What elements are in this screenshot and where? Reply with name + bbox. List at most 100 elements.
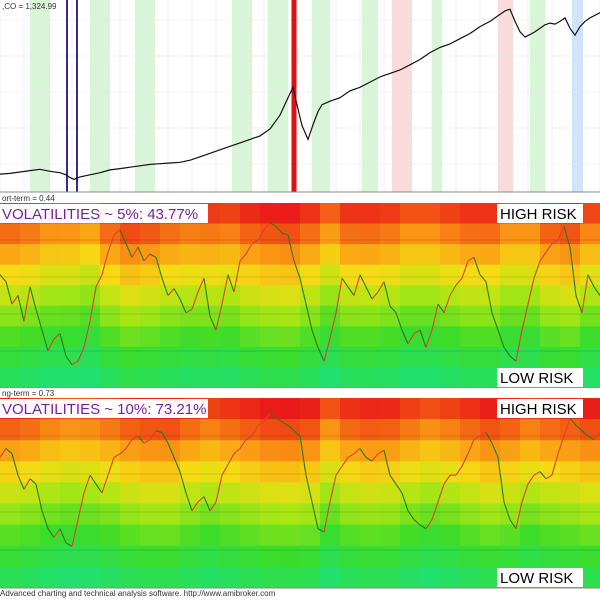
risk-heat-cell bbox=[560, 503, 581, 526]
volatility-line-segment bbox=[515, 501, 523, 529]
risk-heat-cell bbox=[240, 419, 261, 441]
risk-heat-cell bbox=[300, 346, 321, 368]
risk-heat-cell bbox=[580, 326, 600, 348]
risk-heat-cell bbox=[20, 566, 41, 589]
risk-heat-cell bbox=[460, 326, 481, 348]
risk-heat-cell bbox=[420, 203, 441, 225]
volatility-line-segment bbox=[47, 528, 55, 538]
risk-heat-cell bbox=[240, 524, 261, 547]
risk-heat-cell bbox=[400, 398, 421, 420]
risk-heat-cell bbox=[440, 440, 461, 462]
risk-heat-cell bbox=[60, 566, 81, 589]
risk-heat-cell bbox=[260, 326, 281, 348]
volatility-line-segment bbox=[29, 478, 37, 485]
volatility-line-segment bbox=[179, 471, 187, 494]
risk-heat-cell bbox=[280, 482, 301, 505]
risk-heat-cell bbox=[40, 545, 61, 568]
risk-heat-cell bbox=[220, 398, 241, 420]
risk-heat-cell bbox=[220, 244, 241, 266]
risk-heat-cell bbox=[220, 223, 241, 245]
risk-heat-cell bbox=[560, 264, 581, 286]
risk-heat-cell bbox=[580, 346, 600, 368]
risk-heat-cell bbox=[100, 346, 121, 368]
risk-heat-cell bbox=[280, 326, 301, 348]
risk-heat-cell bbox=[260, 223, 281, 245]
risk-heat-cell bbox=[200, 440, 221, 462]
risk-heat-cell bbox=[580, 305, 600, 327]
risk-heat-cell bbox=[20, 223, 41, 245]
risk-heat-cell bbox=[0, 367, 21, 389]
risk-heat-cell bbox=[260, 503, 281, 526]
risk-heat-cell bbox=[280, 203, 301, 225]
risk-heat-cell bbox=[320, 244, 341, 266]
risk-heat-cell bbox=[280, 461, 301, 483]
volatility-line-segment bbox=[455, 465, 463, 476]
risk-heat-cell bbox=[100, 264, 121, 286]
risk-heat-cell bbox=[360, 367, 381, 389]
risk-heat-cell bbox=[20, 305, 41, 327]
risk-heat-cell bbox=[220, 419, 241, 441]
risk-heat-cell bbox=[120, 524, 141, 547]
risk-heat-cell bbox=[420, 264, 441, 286]
risk-heat-cell bbox=[120, 367, 141, 389]
risk-heat-cell bbox=[180, 326, 201, 348]
risk-heat-cell bbox=[280, 285, 301, 307]
risk-heat-cell bbox=[140, 461, 161, 483]
risk-heat-cell bbox=[560, 285, 581, 307]
highlight-band-10 bbox=[530, 0, 545, 192]
risk-heat-cell bbox=[480, 482, 501, 505]
risk-heat-cell bbox=[280, 305, 301, 327]
volatility-line-segment bbox=[407, 510, 415, 521]
risk-heat-cell bbox=[380, 524, 401, 547]
volatility-line-segment bbox=[455, 277, 463, 286]
risk-heat-cell bbox=[360, 503, 381, 526]
volatility-line-segment bbox=[149, 253, 157, 258]
volatility-line-segment bbox=[425, 519, 433, 529]
event-marker-1 bbox=[76, 0, 78, 192]
risk-heat-cell bbox=[400, 264, 421, 286]
volatility-title-box bbox=[0, 399, 208, 418]
highlight-band-9 bbox=[498, 0, 513, 192]
risk-heat-cell bbox=[240, 566, 261, 589]
risk-heat-cell bbox=[340, 524, 361, 547]
volatility-line-segment bbox=[395, 312, 403, 331]
risk-heat-cell bbox=[340, 203, 361, 225]
volatility-line-segment bbox=[467, 256, 475, 262]
risk-heat-cell bbox=[400, 440, 421, 462]
risk-heat-cell bbox=[340, 223, 361, 245]
risk-heat-cell bbox=[220, 440, 241, 462]
risk-heat-cell bbox=[480, 524, 501, 547]
risk-heat-cell bbox=[300, 367, 321, 389]
risk-heat-cell bbox=[220, 346, 241, 368]
volatility-line-segment bbox=[533, 260, 541, 279]
volatility-line-segment bbox=[317, 347, 325, 362]
volatility-line-segment bbox=[377, 449, 385, 455]
risk-heat-cell bbox=[260, 419, 281, 441]
risk-heat-cell bbox=[580, 440, 600, 462]
volatility-line-segment bbox=[107, 234, 115, 253]
risk-heat-cell bbox=[60, 223, 81, 245]
risk-heat-cell bbox=[280, 264, 301, 286]
volatility-line-segment bbox=[485, 281, 493, 313]
volatility-line-segment bbox=[419, 329, 427, 348]
risk-heat-cell bbox=[520, 440, 541, 462]
volatility-line-segment bbox=[491, 442, 499, 458]
risk-heat-cell bbox=[160, 223, 181, 245]
risk-heat-cell bbox=[440, 566, 461, 589]
volatility-line-segment bbox=[221, 464, 229, 476]
risk-heat-cell bbox=[440, 264, 461, 286]
volatility-line-segment bbox=[149, 430, 157, 440]
risk-heat-cell bbox=[60, 244, 81, 266]
risk-heat-cell bbox=[260, 440, 281, 462]
volatility-line-segment bbox=[161, 278, 169, 296]
risk-heat-cell bbox=[420, 461, 441, 483]
volatility-line-segment bbox=[125, 439, 133, 449]
risk-heat-cell bbox=[280, 524, 301, 547]
risk-heat-cell bbox=[340, 367, 361, 389]
risk-heat-cell bbox=[420, 419, 441, 441]
risk-heat-cell bbox=[480, 566, 501, 589]
volatility-line-segment bbox=[131, 246, 139, 258]
risk-heat-cell bbox=[200, 244, 221, 266]
volatility-line-segment bbox=[569, 417, 577, 426]
risk-heat-cell bbox=[500, 461, 521, 483]
